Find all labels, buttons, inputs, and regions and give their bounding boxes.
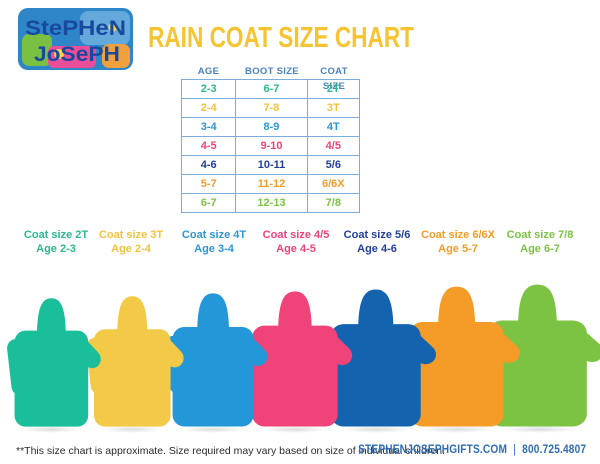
- coat-cell: 3T: [326, 102, 340, 114]
- coat-label-5-6: Coat size 5/6 Age 4-6: [322, 228, 432, 256]
- coat-cell: 5/6: [325, 159, 341, 171]
- age-cell: 2-4: [182, 99, 237, 117]
- boot-cell: 8-9: [236, 118, 308, 136]
- contact-info: STEPHENJOSEPHGIFTS.COM | 800.725.4807: [358, 444, 586, 456]
- coat-size-text: Coat size 2T: [23, 229, 89, 241]
- age-cell: 2-3: [182, 80, 237, 98]
- coat-size-text: Coat size 4/5: [262, 229, 330, 241]
- coat-label-7-8: Coat size 7/8 Age 6-7: [485, 228, 595, 256]
- age-cell: 5-7: [182, 175, 237, 193]
- coat-age-text: Age 4-6: [357, 243, 397, 255]
- coat-label-2t: Coat size 2T Age 2-3: [1, 228, 111, 256]
- coat-size-text: Coat size 5/6: [343, 229, 411, 241]
- page-title: RAIN COAT SIZE CHART: [148, 22, 414, 54]
- coat-size-text: Coat size 3T: [98, 229, 164, 241]
- col-header-boot-size: BOOT SIZE: [245, 66, 299, 77]
- raincoat-illustration-2t: [6, 298, 104, 427]
- disclaimer-text: **This size chart is approximate. Size r…: [16, 445, 445, 457]
- boot-cell: 10-11: [236, 156, 308, 174]
- age-cell: 4-6: [182, 156, 237, 174]
- coat-cell: 6/6X: [321, 178, 345, 190]
- size-table: AGE BOOT SIZE COAT SIZE 2-3 6-7 2T 2-4 7…: [181, 64, 360, 213]
- table-row: 5-7 11-12 6/6X: [182, 175, 359, 194]
- age-cell: 4-5: [182, 137, 237, 155]
- coat-age-text: Age 6-7: [520, 243, 560, 255]
- coat-cell: 2T: [326, 83, 340, 95]
- boot-cell: 6-7: [236, 80, 308, 98]
- boot-cell: 11-12: [236, 175, 308, 193]
- contact-separator: |: [513, 444, 516, 456]
- col-header-age: AGE: [197, 66, 220, 77]
- stephen-joseph-logo: StePHeN JoSePH: [18, 8, 133, 70]
- logo-word-stephen: StePHeN: [25, 17, 126, 40]
- coat-label-6-6x: Coat size 6/6X Age 5-7: [403, 228, 513, 256]
- col-header-coat-size: COAT SIZE: [320, 66, 348, 92]
- coat-cell: 4/5: [325, 140, 341, 152]
- age-cell: 6-7: [182, 194, 237, 212]
- table-row: 4-6 10-11 5/6: [182, 156, 359, 175]
- coat-age-text: Age 3-4: [194, 243, 234, 255]
- coat-size-text: Coat size 4T: [181, 229, 247, 241]
- website-text: STEPHENJOSEPHGIFTS.COM: [357, 444, 507, 456]
- coat-size-text: Coat size 6/6X: [421, 229, 495, 241]
- phone-text: 800.725.4807: [521, 444, 586, 456]
- coat-age-text: Age 4-5: [276, 243, 316, 255]
- coat-cell: 7/8: [325, 197, 341, 209]
- coat-cell: 4T: [326, 121, 340, 133]
- boot-cell: 7-8: [236, 99, 308, 117]
- coat-label-4t: Coat size 4T Age 3-4: [159, 228, 269, 256]
- coat-age-text: Age 5-7: [438, 243, 478, 255]
- table-row: 2-4 7-8 3T: [182, 99, 359, 118]
- size-table-header-row: AGE BOOT SIZE COAT SIZE: [181, 64, 360, 92]
- logo-word-joseph: JoSePH: [34, 43, 120, 66]
- table-row: 4-5 9-10 4/5: [182, 137, 359, 156]
- boot-cell: 9-10: [236, 137, 308, 155]
- boot-cell: 12-13: [236, 194, 308, 212]
- table-row: 3-4 8-9 4T: [182, 118, 359, 137]
- size-table-grid: 2-3 6-7 2T 2-4 7-8 3T 3-4 8-9 4T 4-5 9-1…: [181, 79, 360, 213]
- coat-age-text: Age 2-4: [111, 243, 151, 255]
- table-row: 2-3 6-7 2T: [182, 80, 359, 99]
- coat-age-text: Age 2-3: [36, 243, 76, 255]
- coat-label-3t: Coat size 3T Age 2-4: [76, 228, 186, 256]
- coat-size-text: Coat size 7/8: [506, 229, 574, 241]
- table-row: 6-7 12-13 7/8: [182, 194, 359, 212]
- age-cell: 3-4: [182, 118, 237, 136]
- coat-label-4-5: Coat size 4/5 Age 4-5: [241, 228, 351, 256]
